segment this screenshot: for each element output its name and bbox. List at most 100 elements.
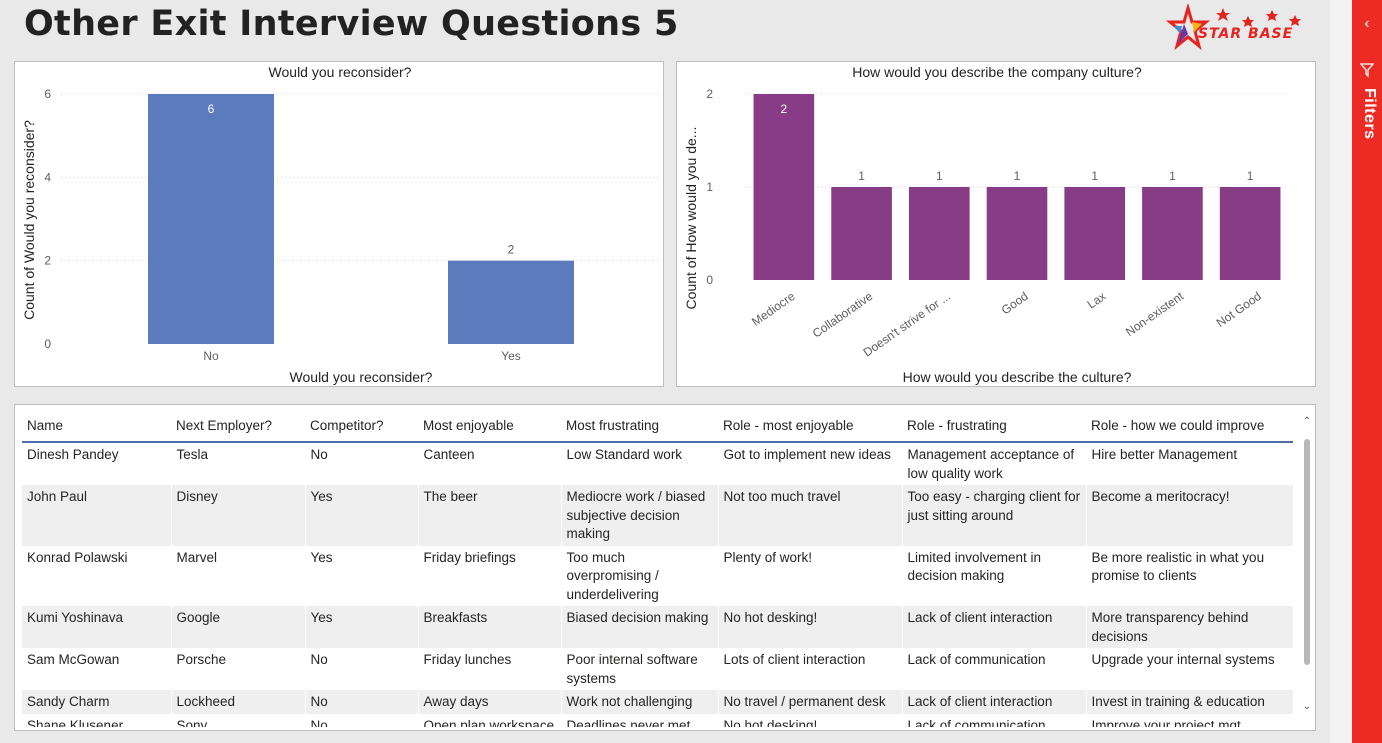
exit-interview-table-panel: Name Next Employer? Competitor? Most enjoya… (14, 404, 1316, 731)
star-logo-icon (1165, 2, 1301, 51)
table-cell: No travel / permanent desk (718, 690, 903, 714)
table-cell: Become a meritocracy! (1086, 485, 1293, 546)
data-label: 1 (1014, 169, 1021, 183)
bar (1219, 187, 1281, 280)
table-cell: Low Standard work (561, 442, 719, 485)
table-row[interactable]: Sam McGowan Porsche No Friday lunches Poor i… (22, 648, 1293, 690)
scroll-up-icon[interactable]: ⌃ (1302, 416, 1312, 427)
table-cell: Too easy - charging client for just sitt… (902, 485, 1087, 546)
column-header[interactable]: Role - most enjoyable (718, 409, 902, 443)
column-header[interactable]: Name (22, 409, 171, 443)
exit-interview-table: Name Next Employer? Competitor? Most enjoya… (22, 409, 1293, 727)
table-cell: Disney (171, 485, 306, 546)
table-cell: No (305, 690, 419, 714)
table-cell: No (305, 713, 419, 727)
table-row[interactable]: Sandy Charm Lockheed No Away days Work not c… (22, 690, 1293, 714)
chart-canvas-reconsider: Would you reconsider? 0 2 4 6 6 No 2 Yes Would yo… (21, 64, 661, 385)
table-header-row: Name Next Employer? Competitor? Most enjoya… (22, 409, 1293, 443)
table-cell: Lack of client interaction (902, 690, 1087, 714)
bar (986, 187, 1048, 280)
table-cell: John Paul (22, 485, 172, 546)
table-cell: Yes (305, 485, 419, 546)
table-scroll-area[interactable]: Name Next Employer? Competitor? Most enjoya… (22, 409, 1293, 727)
column-header[interactable]: Role - frustrating (902, 409, 1086, 443)
bar (1142, 187, 1203, 280)
table-cell: More transparency behind decisions (1086, 606, 1293, 648)
table-cell: Porsche (171, 648, 306, 690)
funnel-icon (1360, 63, 1374, 78)
y-axis-title: Count of How would you de... (683, 127, 699, 310)
table-scrollbar[interactable]: ⌃ ⌄ (1301, 411, 1313, 723)
table-cell: Friday lunches (418, 648, 562, 690)
table-cell: Tesla (171, 442, 306, 485)
table-cell: Dinesh Pandey (22, 442, 172, 485)
table-cell: Got to implement new ideas (718, 442, 903, 485)
table-row[interactable]: Kumi Yoshinava Google Yes Breakfasts Biased … (22, 606, 1293, 648)
data-label: 1 (858, 169, 865, 183)
table-cell: Invest in training & education (1086, 690, 1293, 714)
table-body: Dinesh Pandey Tesla No Canteen Low Standard … (22, 442, 1293, 727)
scrollbar-thumb[interactable] (1304, 439, 1310, 665)
table-row[interactable]: Shane Klusener Sony No Open plan workspace D… (22, 713, 1293, 727)
column-header[interactable]: Competitor? (305, 409, 418, 443)
filters-label[interactable]: Filters (1361, 88, 1378, 140)
table-cell: No hot desking! (718, 606, 903, 648)
data-label: 2 (781, 102, 788, 116)
table-cell: Yes (305, 606, 419, 648)
column-header[interactable]: Most frustrating (561, 409, 718, 443)
y-tick-label: 0 (706, 273, 713, 287)
x-axis-title: How would you describe the culture? (903, 369, 1132, 385)
table-cell: Sam McGowan (22, 648, 172, 690)
filters-pane[interactable]: ‹ Filters (1352, 0, 1382, 743)
chart-title: How would you describe the company cultu… (852, 64, 1142, 80)
table-cell: Lack of client interaction (902, 606, 1087, 648)
x-tick-label: Non-existent (1123, 289, 1187, 339)
logo-text: STAR BASE (1198, 26, 1294, 42)
would-you-reconsider-chart[interactable]: Would you reconsider? 0 2 4 6 6 No 2 Yes Would yo… (14, 61, 664, 387)
table-cell: Canteen (418, 442, 562, 485)
table-cell: Mediocre work / biased subjective decisi… (561, 485, 719, 546)
x-tick-label: Mediocre (749, 289, 798, 329)
column-header[interactable]: Most enjoyable (418, 409, 561, 443)
table-cell: Open plan workspace (418, 713, 562, 727)
table-cell: Be more realistic in what you promise to… (1086, 545, 1293, 606)
table-cell: No (305, 442, 419, 485)
star-base-logo: STAR BASE (1165, 2, 1306, 56)
table-row[interactable]: John Paul Disney Yes The beer Mediocre work … (22, 485, 1293, 546)
y-axis-title: Count of Would you reconsider? (21, 120, 37, 320)
y-tick-label: 2 (44, 254, 51, 268)
x-tick-label: No (203, 349, 219, 363)
company-culture-chart[interactable]: How would you describe the company cultu… (676, 61, 1316, 387)
data-label: 2 (508, 243, 515, 257)
table-cell: Plenty of work! (718, 545, 903, 606)
table-cell: Lockheed (171, 690, 306, 714)
canvas-margin (1330, 0, 1352, 743)
table-cell: Google (171, 606, 306, 648)
table-cell: Away days (418, 690, 562, 714)
table-row[interactable]: Dinesh Pandey Tesla No Canteen Low Standard … (22, 442, 1293, 485)
table-row[interactable]: Konrad Polawski Marvel Yes Friday briefings… (22, 545, 1293, 606)
table-cell: Upgrade your internal systems (1086, 648, 1293, 690)
chart-canvas-culture: How would you describe the company cultu… (683, 64, 1289, 385)
x-tick-label: Not Good (1214, 289, 1264, 330)
chart-title: Would you reconsider? (269, 64, 412, 80)
page-title: Other Exit Interview Questions 5 (24, 4, 679, 44)
bar (831, 187, 892, 280)
table-cell: Biased decision making (561, 606, 719, 648)
table-cell: Improve your project mgt. (1086, 713, 1293, 727)
data-label: 1 (1169, 169, 1176, 183)
column-header[interactable]: Role - how we could improve (1086, 409, 1293, 443)
bar (1064, 187, 1126, 280)
chevron-left-icon[interactable]: ‹ (1364, 15, 1370, 32)
data-label: 1 (936, 169, 943, 183)
scroll-down-icon[interactable]: ⌄ (1302, 701, 1312, 712)
table-cell: Deadlines never met (561, 713, 719, 727)
y-tick-label: 6 (44, 87, 51, 101)
table-cell: Lack of communication (902, 648, 1087, 690)
y-tick-label: 4 (44, 170, 51, 184)
bar (148, 94, 274, 344)
table-cell: Too much overpromising / underdelivering (561, 545, 719, 606)
x-tick-label: Lax (1085, 289, 1109, 312)
table-cell: Konrad Polawski (22, 545, 172, 606)
column-header[interactable]: Next Employer? (171, 409, 305, 443)
